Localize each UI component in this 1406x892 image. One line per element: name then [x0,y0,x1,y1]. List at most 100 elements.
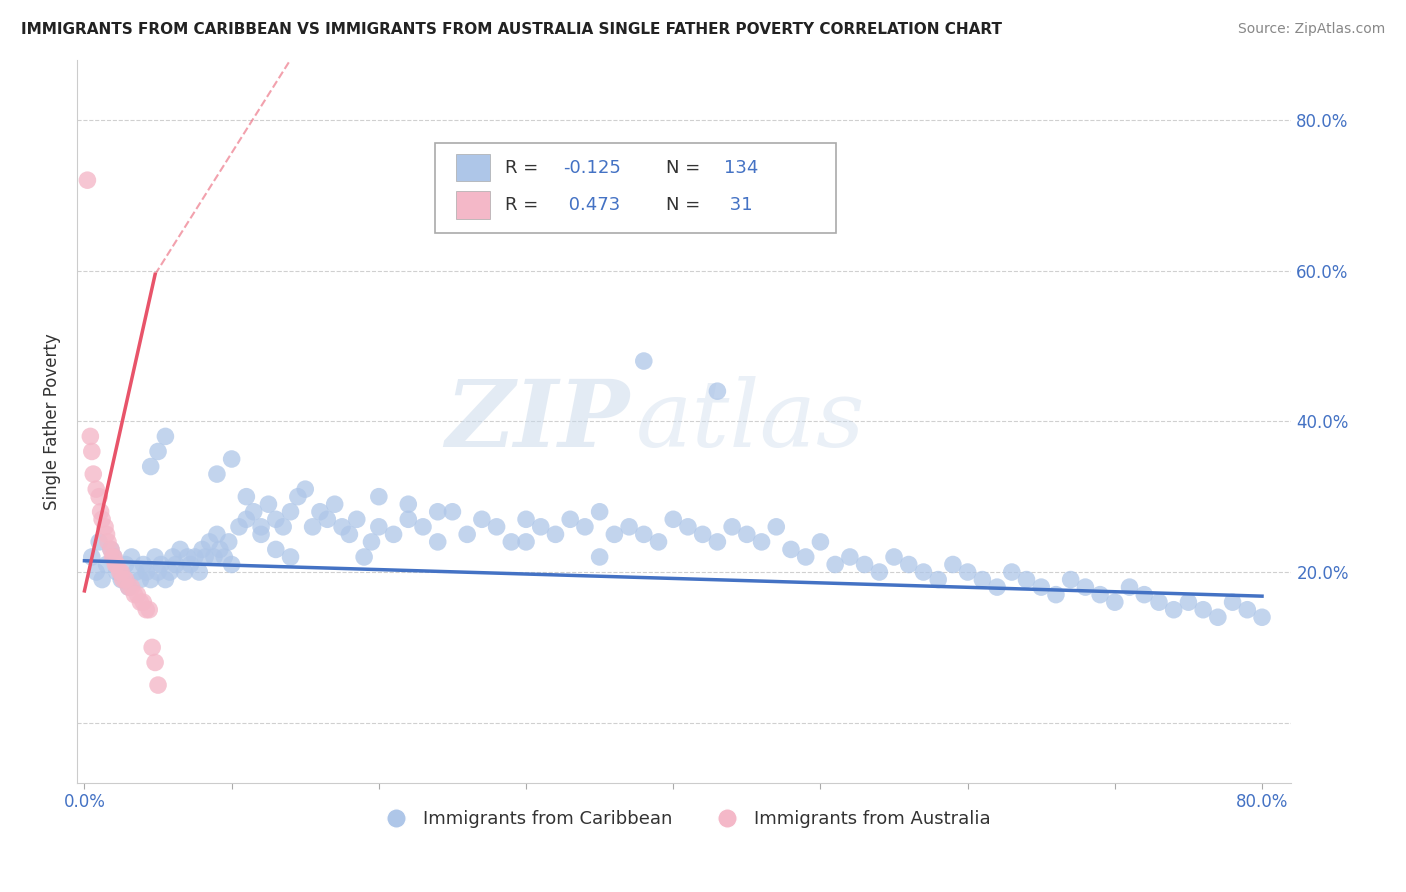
Point [986,580,1008,594]
Point [501,535,523,549]
Point [146,678,169,692]
Point [80,444,103,458]
Point [89,490,111,504]
Point [218,535,240,549]
Point [91,512,114,526]
Point [103,549,125,564]
Point [228,520,250,534]
Point [617,520,640,534]
Point [456,527,478,541]
Point [76,173,98,187]
Point [221,452,243,467]
Point [426,535,449,549]
Point [124,588,146,602]
Point [883,549,905,564]
Point [82,467,104,481]
Point [515,535,537,549]
Point [339,527,361,541]
Point [176,549,198,564]
Text: R =: R = [505,160,544,178]
Point [560,512,582,526]
Text: atlas: atlas [636,376,865,467]
Point [706,384,728,399]
Point [162,549,184,564]
Point [179,558,201,572]
Point [471,512,494,526]
Point [173,565,195,579]
Point [588,505,610,519]
Point [110,573,132,587]
Point [169,542,191,557]
Point [114,573,136,587]
Point [1118,580,1140,594]
Point [1088,588,1111,602]
Point [104,558,127,572]
Point [208,542,231,557]
Point [191,542,214,557]
Point [1222,595,1244,609]
Point [129,573,152,587]
Point [143,656,166,670]
Point [214,549,236,564]
Point [360,535,382,549]
Point [1031,580,1053,594]
Text: N =: N = [666,195,706,213]
Point [838,549,860,564]
Point [121,580,143,594]
Point [155,429,177,443]
Point [353,549,375,564]
Point [1059,573,1081,587]
Point [396,512,419,526]
Point [412,520,434,534]
Point [205,467,228,481]
Point [942,558,965,572]
Text: IMMIGRANTS FROM CARIBBEAN VS IMMIGRANTS FROM AUSTRALIA SINGLE FATHER POVERTY COR: IMMIGRANTS FROM CARIBBEAN VS IMMIGRANTS … [21,22,1002,37]
Point [97,535,120,549]
Point [426,505,449,519]
Point [271,520,294,534]
Point [1147,595,1170,609]
Text: 134: 134 [724,160,759,178]
Point [706,535,728,549]
Point [264,542,287,557]
Point [1045,588,1067,602]
Point [139,459,162,474]
Point [159,565,181,579]
Point [150,558,173,572]
Point [280,549,302,564]
Point [184,549,207,564]
Point [84,565,107,579]
Legend: Immigrants from Caribbean, Immigrants from Australia: Immigrants from Caribbean, Immigrants fr… [371,803,998,836]
Point [721,520,744,534]
Point [515,512,537,526]
Point [1001,565,1024,579]
Point [91,573,114,587]
Point [235,512,257,526]
FancyBboxPatch shape [456,191,489,219]
Point [301,520,323,534]
Text: 0.473: 0.473 [562,195,620,213]
Point [396,497,419,511]
Point [90,505,112,519]
Point [441,505,464,519]
Point [117,580,139,594]
Point [146,444,169,458]
Point [485,520,508,534]
Point [221,558,243,572]
Point [588,549,610,564]
Point [114,558,136,572]
Point [94,520,117,534]
Point [101,549,124,564]
Point [633,527,655,541]
Point [121,549,143,564]
Point [84,482,107,496]
Point [250,520,273,534]
FancyBboxPatch shape [456,153,489,181]
Point [309,505,332,519]
Point [765,520,787,534]
Text: N =: N = [666,160,706,178]
Point [574,520,596,534]
Point [897,558,920,572]
Point [1133,588,1156,602]
Point [105,565,128,579]
